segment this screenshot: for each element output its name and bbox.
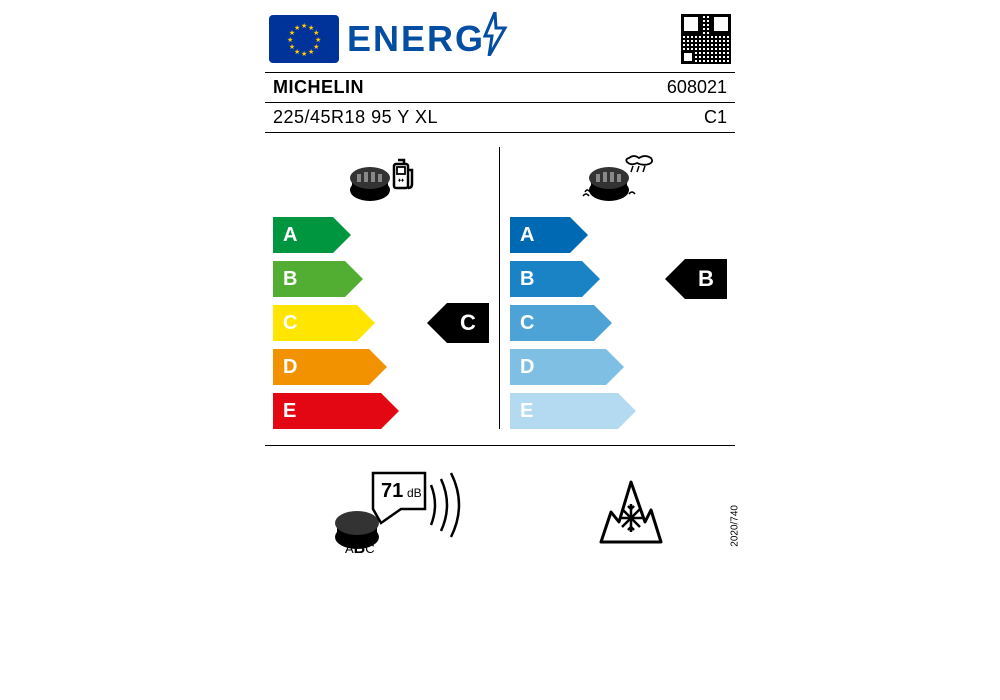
rating-row-D: D bbox=[510, 349, 727, 385]
rating-row-B: BB bbox=[510, 261, 727, 297]
qr-code-icon bbox=[681, 14, 731, 64]
svg-text:dB: dB bbox=[407, 486, 422, 500]
rating-row-B: B bbox=[273, 261, 489, 297]
rating-letter: A bbox=[283, 224, 297, 247]
rating-marker: C bbox=[447, 303, 489, 343]
rating-arrow: B bbox=[273, 261, 345, 297]
rating-letter: E bbox=[520, 400, 533, 423]
rating-letter: D bbox=[283, 356, 297, 379]
rating-arrow: A bbox=[273, 217, 333, 253]
svg-text:♦♦: ♦♦ bbox=[398, 178, 404, 184]
rating-letter: A bbox=[520, 224, 534, 247]
svg-text:71: 71 bbox=[381, 480, 403, 502]
eu-flag-icon: ★★★★★★★★★★★★ bbox=[269, 15, 339, 63]
rating-letter: C bbox=[283, 312, 297, 335]
rating-arrow: C bbox=[273, 305, 357, 341]
rating-row-C: C bbox=[510, 305, 727, 341]
brand-name: MICHELIN bbox=[273, 77, 364, 98]
rating-letter: D bbox=[520, 356, 534, 379]
fuel-efficiency-icon: ♦♦ bbox=[273, 147, 489, 203]
rating-letter: B bbox=[520, 268, 534, 291]
energy-title: ENERG bbox=[347, 12, 673, 66]
rating-arrow: E bbox=[273, 393, 381, 429]
rating-panels: ♦♦ ABCCDE bbox=[265, 132, 735, 437]
rating-row-E: E bbox=[273, 393, 489, 429]
svg-text:ABC: ABC bbox=[345, 540, 375, 555]
regulation-number: 2020/740 bbox=[730, 505, 741, 547]
tyre-spec: 225/45R18 95 Y XL bbox=[273, 107, 438, 128]
rating-letter: B bbox=[283, 268, 297, 291]
energy-text: ENERG bbox=[347, 18, 485, 60]
tyre-class: C1 bbox=[704, 107, 727, 128]
lightning-bolt-icon bbox=[481, 12, 509, 66]
rating-arrow: D bbox=[273, 349, 369, 385]
wet-grip-panel: ABBCDE bbox=[500, 147, 727, 429]
article-number: 608021 bbox=[667, 77, 727, 98]
spec-row: 225/45R18 95 Y XL C1 bbox=[265, 102, 735, 132]
rating-row-A: A bbox=[273, 217, 489, 253]
rating-arrow: D bbox=[510, 349, 606, 385]
fuel-efficiency-panel: ♦♦ ABCCDE bbox=[273, 147, 500, 429]
noise-icon: 71 dB ABC bbox=[329, 465, 479, 555]
brand-row: MICHELIN 608021 bbox=[265, 72, 735, 102]
rating-arrow: E bbox=[510, 393, 618, 429]
rating-row-C: CC bbox=[273, 305, 489, 341]
snow-symbol-icon bbox=[591, 470, 671, 555]
noise-group: 71 dB ABC bbox=[329, 465, 479, 555]
eu-tyre-label: ★★★★★★★★★★★★ ENERG MICHELIN 608021 225/4… bbox=[265, 12, 735, 565]
fuel-scale: ABCCDE bbox=[273, 217, 489, 429]
rating-letter: C bbox=[520, 312, 534, 335]
rating-arrow: C bbox=[510, 305, 594, 341]
rating-row-E: E bbox=[510, 393, 727, 429]
label-header: ★★★★★★★★★★★★ ENERG bbox=[265, 12, 735, 72]
rating-row-A: A bbox=[510, 217, 727, 253]
rating-marker: B bbox=[685, 259, 727, 299]
rating-letter: E bbox=[283, 400, 296, 423]
rating-row-D: D bbox=[273, 349, 489, 385]
rating-arrow: B bbox=[510, 261, 582, 297]
wet-scale: ABBCDE bbox=[510, 217, 727, 429]
wet-grip-icon bbox=[510, 147, 727, 203]
bottom-row: 71 dB ABC 2020/740 bbox=[265, 445, 735, 565]
rating-arrow: A bbox=[510, 217, 570, 253]
